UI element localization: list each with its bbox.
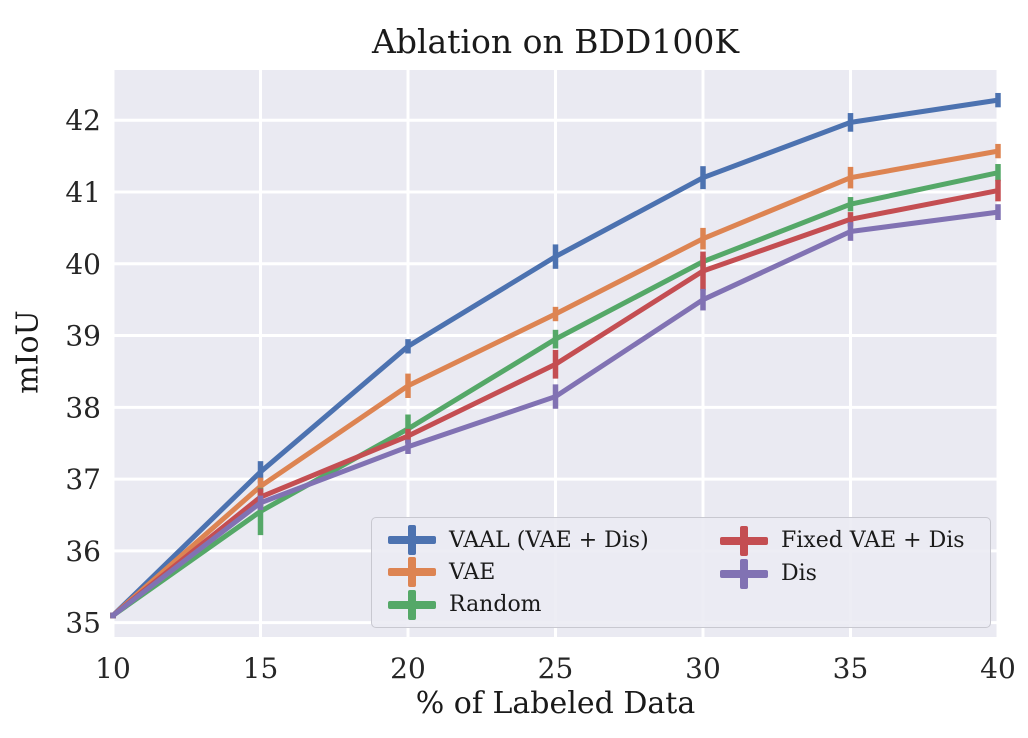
y-tick-labels: 35 36 37 38 39 40 41 42 bbox=[65, 104, 101, 639]
legend-label: Fixed VAE + Dis bbox=[781, 528, 965, 553]
errorbar-legend-icon bbox=[388, 557, 436, 588]
legend-label: Random bbox=[449, 592, 542, 618]
y-tick-label: 36 bbox=[65, 535, 101, 568]
errorbar-legend-icon bbox=[720, 525, 768, 556]
x-tick-labels: 10 15 20 25 30 35 40 bbox=[95, 652, 1016, 685]
y-tick-label: 38 bbox=[65, 391, 101, 424]
x-tick-label: 35 bbox=[833, 652, 869, 685]
legend-marker-vline bbox=[408, 589, 416, 620]
legend-item: Random bbox=[388, 589, 720, 621]
legend-column-2: Fixed VAE + Dis Dis bbox=[720, 524, 990, 621]
legend: VAAL (VAE + Dis) VAE Random Fixed VAE + Di… bbox=[371, 517, 991, 628]
series-4 bbox=[110, 204, 1001, 619]
y-tick-label: 35 bbox=[65, 607, 101, 640]
x-tick-label: 40 bbox=[980, 652, 1016, 685]
errorbar-legend-icon bbox=[720, 558, 768, 589]
legend-item: Dis bbox=[720, 557, 990, 590]
legend-marker-vline bbox=[740, 525, 748, 556]
errorbar-legend-icon bbox=[388, 589, 436, 620]
legend-marker-vline bbox=[408, 525, 416, 556]
y-tick-label: 40 bbox=[65, 248, 101, 281]
x-tick-label: 10 bbox=[95, 652, 131, 685]
legend-label: Dis bbox=[781, 561, 817, 586]
x-tick-label: 30 bbox=[685, 652, 721, 685]
errorbar-legend-icon bbox=[388, 525, 436, 556]
series-line bbox=[110, 209, 1001, 618]
y-tick-label: 41 bbox=[65, 176, 101, 209]
legend-marker-vline bbox=[740, 558, 748, 589]
x-axis-label: % of Labeled Data bbox=[415, 686, 696, 721]
x-tick-label: 15 bbox=[243, 652, 279, 685]
series-line bbox=[110, 170, 1001, 618]
y-tick-label: 37 bbox=[65, 463, 101, 496]
legend-label: VAE bbox=[449, 559, 496, 585]
series-1 bbox=[110, 143, 1001, 619]
series-line bbox=[110, 148, 1001, 618]
chart-title: Ablation on BDD100K bbox=[371, 22, 740, 61]
y-tick-label: 39 bbox=[65, 320, 101, 353]
legend-item: VAAL (VAE + Dis) bbox=[388, 524, 720, 556]
x-tick-label: 20 bbox=[390, 652, 426, 685]
y-tick-label: 42 bbox=[65, 104, 101, 137]
legend-label: VAAL (VAE + Dis) bbox=[449, 527, 649, 553]
legend-item: VAE bbox=[388, 556, 720, 588]
legend-marker-vline bbox=[408, 557, 416, 588]
legend-item: Fixed VAE + Dis bbox=[720, 524, 990, 557]
x-tick-label: 25 bbox=[538, 652, 574, 685]
legend-column-1: VAAL (VAE + Dis) VAE Random bbox=[388, 524, 720, 621]
series-line bbox=[110, 97, 1001, 618]
